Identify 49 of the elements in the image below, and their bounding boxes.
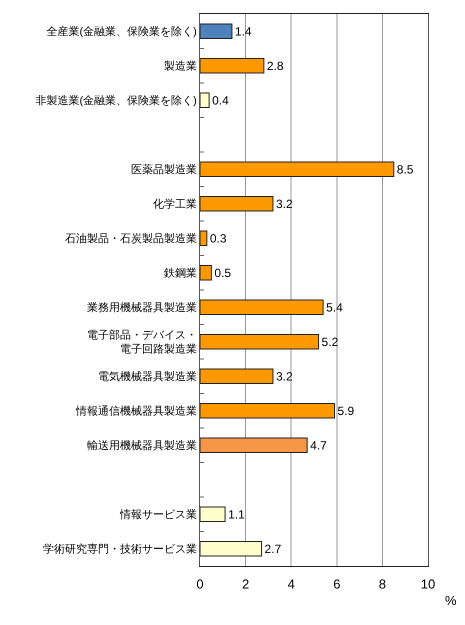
y-tick-label: 化学工業 xyxy=(152,198,197,211)
x-tick-label: 8 xyxy=(378,576,386,592)
bar xyxy=(200,162,394,177)
data-label: 2.8 xyxy=(266,58,284,73)
data-label: 2.7 xyxy=(264,542,282,556)
y-tick-label: 情報サービス業 xyxy=(118,508,197,522)
data-label: 3.2 xyxy=(276,196,293,211)
x-axis-title: % xyxy=(445,593,457,608)
x-tick-label: 4 xyxy=(288,576,295,592)
bar xyxy=(200,24,232,39)
data-label: 0.4 xyxy=(212,93,230,108)
data-label: 1.4 xyxy=(234,24,252,38)
bar xyxy=(200,92,210,108)
y-tick-label: 輸送用機械器具製造業 xyxy=(86,439,197,452)
y-tick-label: 情報通信機械器具製造業 xyxy=(74,404,197,418)
bar xyxy=(200,230,208,246)
y-tick-label: 石油製品・石炭製品製造業 xyxy=(64,232,197,246)
x-tick-label: 2 xyxy=(242,576,250,592)
data-label: 8.5 xyxy=(396,162,414,176)
x-tick-label: 0 xyxy=(196,576,204,592)
y-tick-label: 業務用機械器具製造業 xyxy=(86,301,197,314)
data-label: 3.2 xyxy=(276,369,293,384)
bar xyxy=(200,368,274,384)
y-tick-label: 非製造業(金融業、保険業を除く) xyxy=(35,94,197,108)
bar xyxy=(200,300,324,315)
data-label: 0.3 xyxy=(210,231,227,246)
data-label: 5.4 xyxy=(326,300,344,314)
bar xyxy=(200,403,336,418)
data-label: 5.2 xyxy=(322,334,339,349)
data-label: 5.9 xyxy=(338,404,355,418)
bar xyxy=(200,438,308,453)
bar xyxy=(200,334,320,350)
y-tick-label: 医薬品製造業 xyxy=(130,163,197,176)
y-tick-label: 学術研究専門・技術サービス業 xyxy=(42,542,197,556)
data-label: 1.1 xyxy=(228,507,246,522)
y-tick-label: 製造業 xyxy=(164,60,197,73)
x-tick-label: 10 xyxy=(420,576,436,592)
bar xyxy=(200,58,264,74)
bar xyxy=(200,265,212,280)
bar xyxy=(200,196,274,212)
y-tick-label: 電気機械器具製造業 xyxy=(98,370,197,384)
bar xyxy=(200,506,226,522)
bar xyxy=(200,541,262,556)
y-tick-label: 電子部品・デバイス・電子回路製造業 xyxy=(86,328,197,356)
data-label: 4.7 xyxy=(310,438,328,452)
data-label: 0.5 xyxy=(214,266,232,280)
y-tick-label: 鉄鋼業 xyxy=(164,268,197,280)
y-tick-label: 全産業(金融業、保険業を除く) xyxy=(46,25,197,38)
x-tick-label: 6 xyxy=(333,576,340,592)
